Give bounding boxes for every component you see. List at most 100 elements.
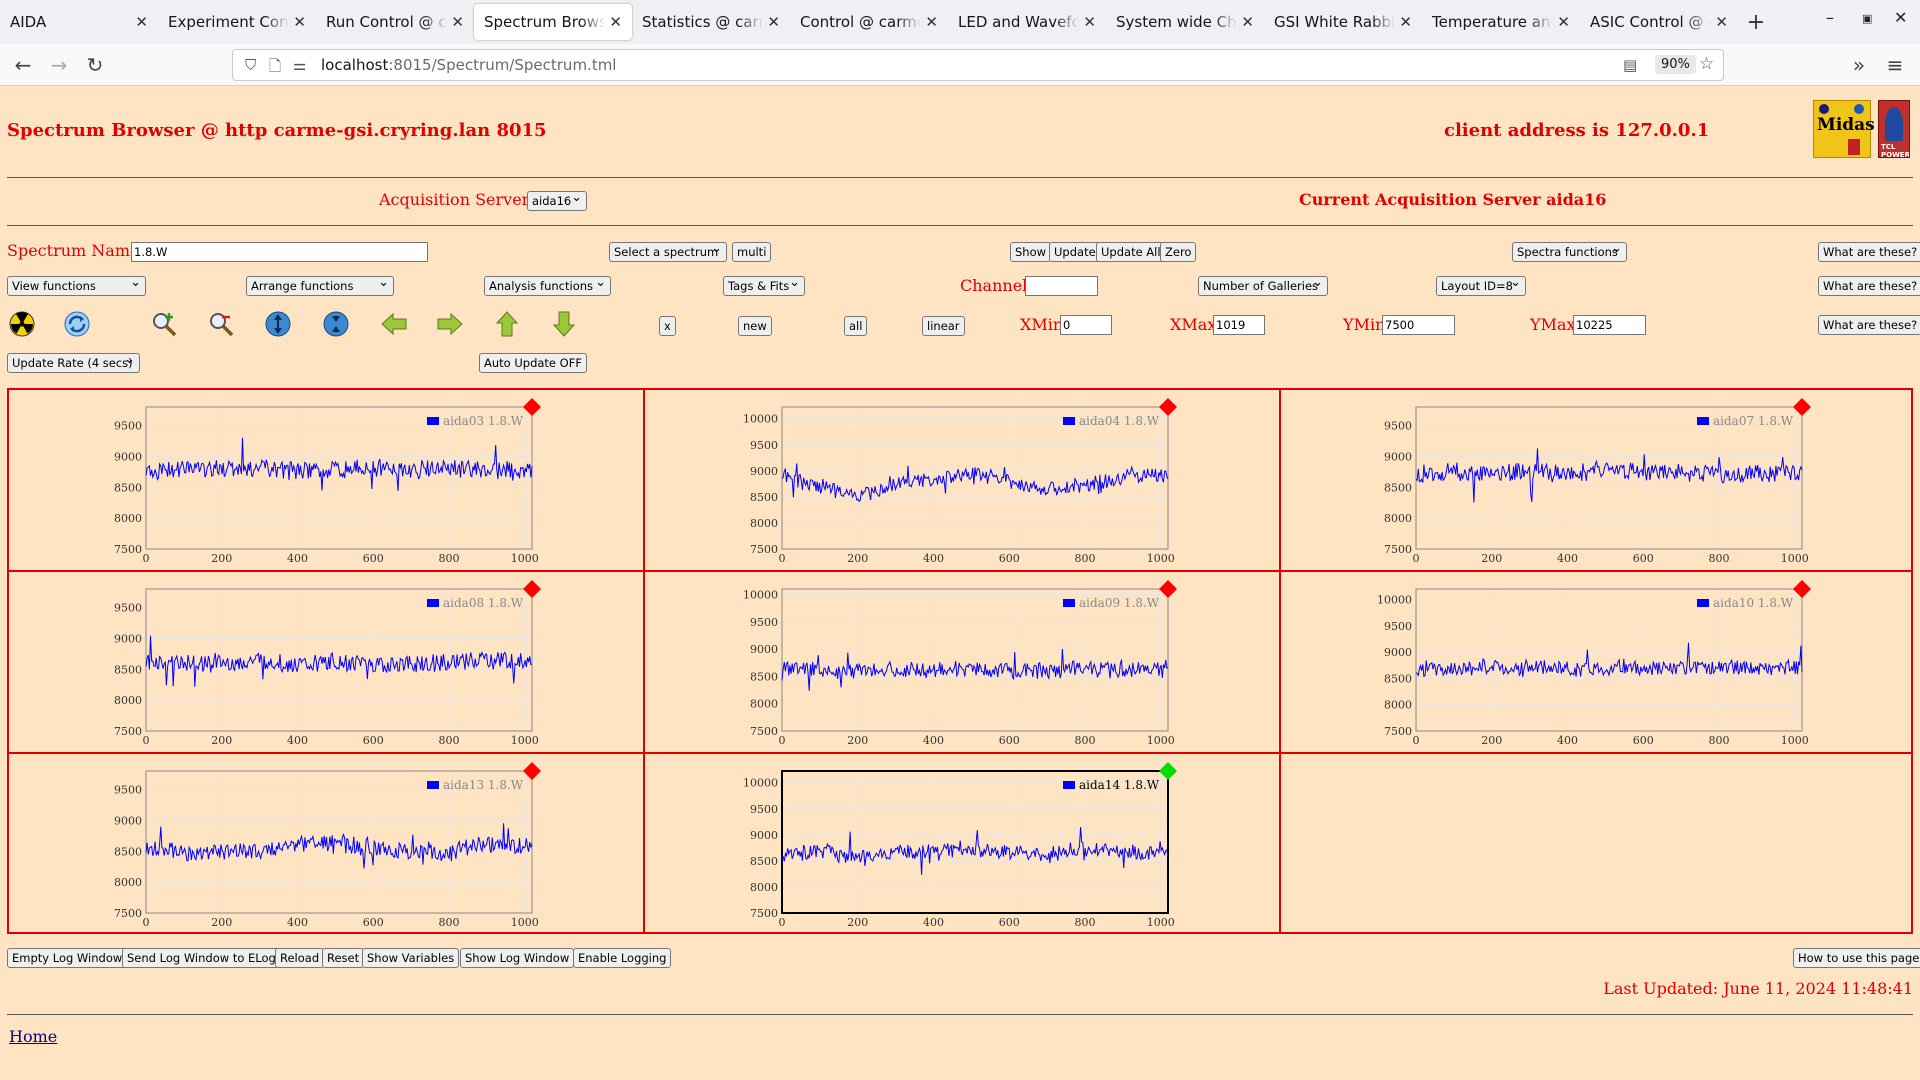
ymin-input[interactable] — [1382, 315, 1455, 335]
window-close-icon[interactable]: ✕ — [1894, 8, 1908, 27]
how-to-use-button[interactable]: How to use this page — [1793, 948, 1920, 968]
reader-mode-icon[interactable]: ▤ — [1623, 56, 1638, 74]
url-text[interactable]: localhost:8015/Spectrum/Spectrum.tml — [321, 56, 616, 74]
footer-button[interactable]: Enable Logging — [573, 948, 672, 968]
tab-close-icon[interactable]: ✕ — [451, 13, 464, 31]
browser-tab[interactable]: LED and Waveform✕ — [948, 4, 1106, 40]
status-diamond-icon[interactable] — [523, 762, 541, 780]
xmin-input[interactable] — [1060, 315, 1112, 335]
spectrum-chart[interactable]: 0 200 400 600 800 1000 7500 8000 8500 9000 9500 aid… — [9, 390, 643, 570]
new-button[interactable]: new — [738, 316, 772, 336]
spectrum-cell[interactable]: 0 200 400 600 800 1000 7500 8000 8500 9000 9500 100… — [645, 572, 1281, 754]
browser-tab[interactable]: ASIC Control @ car✕ — [1580, 4, 1738, 40]
footer-button[interactable]: Show Variables — [362, 948, 460, 968]
spectrum-chart[interactable]: 0 200 400 600 800 1000 7500 8000 8500 9000 9500 aid… — [9, 754, 643, 934]
bookmark-star-icon[interactable]: ☆ — [1699, 54, 1715, 74]
tab-close-icon[interactable]: ✕ — [1241, 13, 1254, 31]
status-diamond-icon[interactable] — [523, 398, 541, 416]
spectrum-cell[interactable]: 0 200 400 600 800 1000 7500 8000 8500 9000 9500 aid… — [9, 572, 645, 754]
zoom-in-icon[interactable] — [150, 310, 178, 338]
spectrum-chart[interactable]: 0 200 400 600 800 1000 7500 8000 8500 9000 9500 aid… — [9, 572, 643, 752]
spectrum-cell[interactable]: 0 200 400 600 800 1000 7500 8000 8500 9000 9500 aid… — [1279, 390, 1911, 572]
forward-icon[interactable]: → — [50, 53, 68, 77]
expand-y-icon[interactable] — [264, 310, 292, 338]
browser-tab[interactable]: Temperature and st✕ — [1422, 4, 1580, 40]
tab-close-icon[interactable]: ✕ — [135, 13, 148, 31]
number-of-galleries-dropdown[interactable]: Number of Galleries — [1198, 276, 1328, 296]
arrow-right-icon[interactable] — [436, 310, 464, 338]
tags-fits-dropdown[interactable]: Tags & Fits — [723, 276, 805, 296]
browser-tab[interactable]: Experiment Control✕ — [158, 4, 316, 40]
zero-button[interactable]: Zero — [1160, 242, 1197, 262]
menu-hamburger-icon[interactable]: ≡ — [1886, 53, 1904, 77]
new-tab-icon[interactable]: + — [1746, 9, 1766, 35]
channel-input[interactable] — [1025, 276, 1098, 296]
view-functions-dropdown[interactable]: View functions — [7, 276, 146, 296]
what-are-these-button[interactable]: What are these? — [1818, 315, 1920, 335]
update-rate-dropdown[interactable]: Update Rate (4 secs) — [7, 353, 140, 373]
maximize-icon[interactable]: ▣ — [1862, 12, 1873, 25]
analysis-functions-dropdown[interactable]: Analysis functions — [484, 276, 611, 296]
spectrum-chart[interactable]: 0 200 400 600 800 1000 7500 8000 8500 9000 9500 100… — [1279, 572, 1913, 752]
update-button[interactable]: Update — [1049, 242, 1101, 262]
browser-tab[interactable]: Statistics @ carme✕ — [632, 4, 790, 40]
footer-button[interactable]: Reset — [322, 948, 365, 968]
arrow-down-icon[interactable] — [550, 310, 578, 338]
status-diamond-icon[interactable] — [523, 580, 541, 598]
tab-close-icon[interactable]: ✕ — [1083, 13, 1096, 31]
spectrum-chart[interactable]: 0 200 400 600 800 1000 7500 8000 8500 9000 9500 100… — [645, 754, 1279, 934]
tab-close-icon[interactable]: ✕ — [767, 13, 780, 31]
zoom-level[interactable]: 90% — [1655, 55, 1696, 74]
x-button[interactable]: x — [659, 316, 676, 336]
spectrum-cell[interactable]: 0 200 400 600 800 1000 7500 8000 8500 9000 9500 100… — [1279, 572, 1911, 754]
spectrum-cell[interactable]: 0 200 400 600 800 1000 7500 8000 8500 9000 9500 100… — [645, 754, 1281, 934]
spectrum-chart[interactable]: 0 200 400 600 800 1000 7500 8000 8500 9000 9500 100… — [645, 572, 1279, 752]
xmax-input[interactable] — [1213, 315, 1265, 335]
browser-tab[interactable]: Run Control @ carme✕ — [316, 4, 474, 40]
what-are-these-button[interactable]: What are these? — [1818, 276, 1920, 296]
browser-tab[interactable]: GSI White Rabbit T✕ — [1264, 4, 1422, 40]
spectrum-chart[interactable]: 0 200 400 600 800 1000 7500 8000 8500 9000 9500 aid… — [1279, 390, 1913, 570]
spectrum-name-input[interactable] — [131, 242, 428, 262]
ymax-input[interactable] — [1573, 315, 1646, 335]
url-bar[interactable]: ⛉ 🗋 ⚌ localhost:8015/Spectrum/Spectrum.t… — [232, 49, 1724, 81]
tab-close-icon[interactable]: ✕ — [293, 13, 306, 31]
spectrum-cell[interactable]: 0 200 400 600 800 1000 7500 8000 8500 9000 9500 aid… — [9, 390, 645, 572]
acquisition-server-select[interactable]: aida16 — [527, 191, 587, 211]
permissions-icon[interactable]: ⚌ — [293, 56, 307, 74]
browser-tab[interactable]: AIDA ✕ — [0, 4, 158, 40]
footer-button[interactable]: Send Log Window to ELog — [122, 948, 281, 968]
compress-y-icon[interactable] — [322, 310, 350, 338]
layout-dropdown[interactable]: Layout ID=8 — [1436, 276, 1526, 296]
minimize-icon[interactable]: – — [1826, 8, 1834, 27]
spectrum-cell[interactable]: 0 200 400 600 800 1000 7500 8000 8500 9000 9500 aid… — [9, 754, 645, 934]
page-icon[interactable]: 🗋 — [269, 57, 282, 75]
footer-button[interactable]: Empty Log Window — [7, 948, 128, 968]
tab-close-icon[interactable]: ✕ — [1399, 13, 1412, 31]
arrow-left-icon[interactable] — [380, 310, 408, 338]
reload-icon[interactable]: ↻ — [86, 53, 104, 77]
linear-button[interactable]: linear — [922, 316, 965, 336]
shield-icon[interactable]: ⛉ — [245, 56, 257, 74]
browser-tab-active[interactable]: Spectrum Browser✕ — [474, 4, 632, 40]
auto-update-button[interactable]: Auto Update OFF — [479, 353, 587, 373]
home-link[interactable]: Home — [9, 1027, 58, 1046]
arrow-up-icon[interactable] — [493, 310, 521, 338]
spectrum-chart[interactable]: 0 200 400 600 800 1000 7500 8000 8500 9000 9500 100… — [645, 390, 1279, 570]
what-are-these-button[interactable]: What are these? — [1818, 242, 1920, 262]
back-icon[interactable]: ← — [14, 53, 32, 77]
zoom-out-icon[interactable] — [207, 310, 235, 338]
show-button[interactable]: Show — [1010, 242, 1052, 262]
overflow-chevron-icon[interactable]: » — [1852, 53, 1866, 77]
status-diamond-icon[interactable] — [1793, 398, 1811, 416]
tab-close-icon[interactable]: ✕ — [609, 13, 622, 31]
arrange-functions-dropdown[interactable]: Arrange functions — [246, 276, 394, 296]
status-diamond-icon[interactable] — [1159, 580, 1177, 598]
select-spectrum-dropdown[interactable]: Select a spectrum — [609, 242, 727, 262]
update-all-button[interactable]: Update All — [1096, 242, 1166, 262]
status-diamond-icon[interactable] — [1159, 762, 1177, 780]
tab-close-icon[interactable]: ✕ — [925, 13, 938, 31]
tab-close-icon[interactable]: ✕ — [1715, 13, 1728, 31]
status-diamond-icon[interactable] — [1793, 580, 1811, 598]
footer-button[interactable]: Reload — [275, 948, 325, 968]
